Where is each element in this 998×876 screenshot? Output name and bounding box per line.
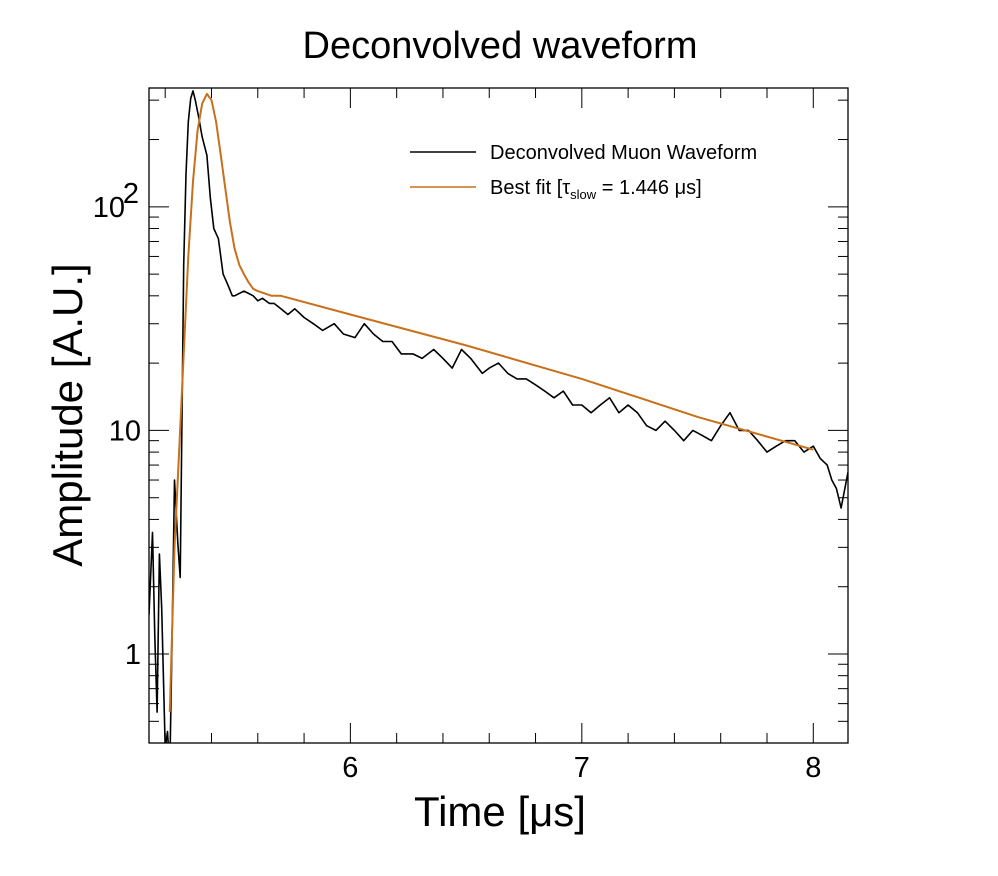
legend-fit-suffix: = 1.446 μs]: [596, 177, 701, 199]
x-axis-title: Time [μs]: [414, 788, 586, 835]
legend-fit-tau-sub: slow: [570, 187, 597, 202]
y-tick-label: 1: [125, 639, 141, 671]
legend: Deconvolved Muon Waveform Best fit [τslo…: [410, 142, 757, 202]
chart-title: Deconvolved waveform: [303, 25, 698, 67]
y-tick-label: 10: [93, 192, 125, 224]
x-tick-label: 7: [574, 752, 590, 784]
x-tick-label: 8: [805, 752, 821, 784]
y-tick-label-exponent: 2: [123, 178, 139, 210]
legend-fit-label: Best fit [τslow = 1.446 μs]: [490, 177, 702, 202]
y-axis-title: Amplitude [A.U.]: [44, 263, 91, 566]
legend-waveform-label: Deconvolved Muon Waveform: [490, 142, 757, 164]
y-tick-label: 10: [109, 415, 141, 447]
waveform-series-line: [149, 90, 848, 743]
fit-series-line: [168, 92, 814, 713]
legend-fit-prefix: Best fit [: [490, 177, 563, 199]
x-tick-label: 6: [342, 752, 358, 784]
plot-frame: [148, 87, 849, 744]
legend-fit-tau: τ: [562, 177, 570, 199]
